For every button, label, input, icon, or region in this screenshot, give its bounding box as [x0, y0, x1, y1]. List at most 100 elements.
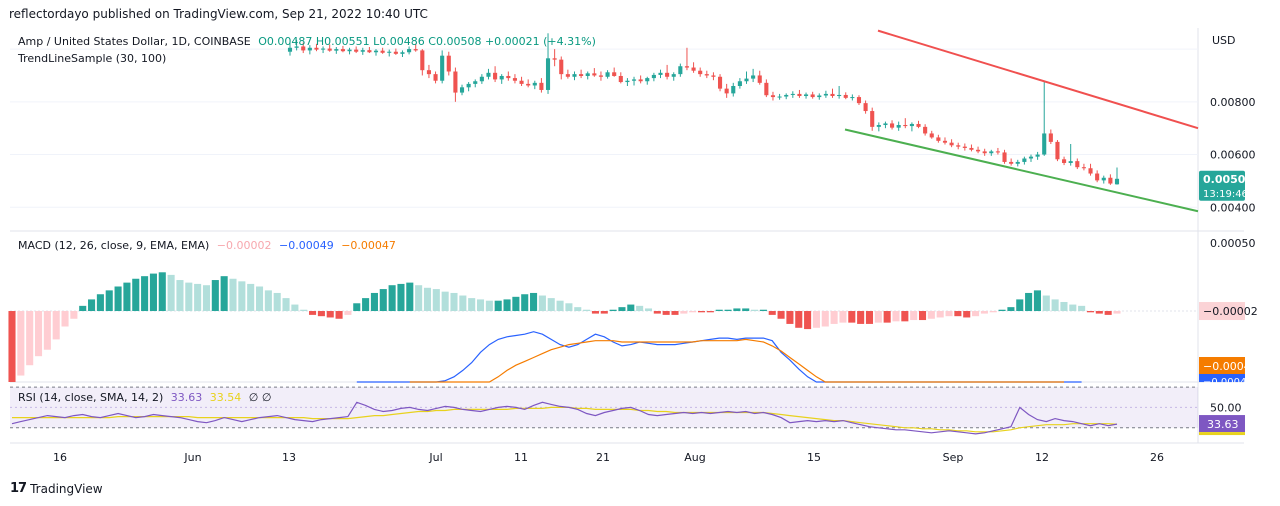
candle-body: [784, 94, 789, 97]
candle-body: [737, 81, 742, 86]
macd-histogram-bar: [176, 280, 184, 312]
candle-body: [698, 70, 703, 75]
macd-histogram-bar: [1060, 301, 1068, 312]
macd-histogram-bar: [724, 309, 732, 312]
macd-histogram-bar: [149, 273, 157, 312]
time-axis-label: Jul: [428, 451, 442, 464]
candle-body: [870, 111, 875, 127]
macd-histogram-bar: [812, 311, 820, 328]
price-axis-currency: USD: [1212, 34, 1236, 47]
macd-histogram-bar: [742, 308, 750, 312]
candle-body: [1095, 173, 1100, 181]
candle-body: [287, 47, 293, 52]
candle-body: [506, 75, 511, 79]
candle-body: [1002, 152, 1007, 162]
macd-histogram-bar: [167, 274, 175, 312]
footer-brand[interactable]: 17 TradingView: [10, 481, 103, 496]
macd-histogram-bar: [503, 299, 511, 312]
ohlc-values: O0.00487 H0.00551 L0.00486 C0.00508 +0.0…: [258, 35, 596, 48]
candle-body: [387, 51, 392, 53]
candle-body: [837, 94, 842, 97]
candle-body: [956, 145, 961, 147]
macd-histogram-bar: [158, 272, 166, 312]
macd-signal-tag: [1199, 357, 1245, 374]
macd-histogram-bar: [450, 292, 458, 312]
macd-histogram-bar: [300, 309, 308, 312]
macd-histogram-bar: [609, 309, 617, 312]
macd-line-tag: [1199, 374, 1245, 382]
macd-histogram-bar: [309, 311, 317, 315]
candle-body: [440, 55, 445, 81]
macd-histogram-bar: [291, 304, 299, 312]
candle-body: [770, 95, 776, 98]
macd-histogram-bar: [768, 311, 776, 315]
macd-histogram-bar: [786, 311, 794, 324]
macd-histogram-bar: [1042, 295, 1050, 312]
rsi-ma-value: 33.54: [209, 391, 242, 404]
macd-histogram-bar: [273, 292, 281, 312]
macd-histogram-bar: [8, 311, 16, 382]
candle-body: [638, 79, 643, 82]
macd-histogram-bar: [777, 311, 785, 319]
candle-body: [704, 74, 709, 76]
macd-hist-tag: [1199, 302, 1245, 321]
candle-body: [724, 88, 729, 94]
candle-body: [459, 87, 465, 93]
candle-body: [1108, 177, 1113, 184]
macd-line-value: −0.00049: [279, 239, 334, 252]
time-axis-label: 15: [807, 451, 821, 464]
candle-body: [1048, 133, 1053, 142]
brand-name: TradingView: [30, 481, 103, 496]
candle-body: [499, 75, 504, 80]
macd-histogram-bar: [326, 311, 334, 318]
macd-histogram-bar: [804, 311, 812, 330]
candle-body: [1009, 161, 1014, 164]
macd-histogram-bar: [1113, 311, 1121, 314]
macd-histogram-bar: [388, 285, 396, 312]
candle-body: [426, 70, 431, 75]
candle-body: [810, 94, 815, 98]
macd-histogram-bar: [892, 311, 900, 322]
candle-body: [803, 94, 809, 97]
candle-body: [473, 81, 478, 84]
candle-body: [334, 49, 339, 51]
grid-lines: [10, 28, 1244, 444]
macd-histogram-bar: [105, 290, 113, 312]
macd-histogram-bar: [441, 291, 449, 312]
macd-histogram-bar: [600, 311, 608, 314]
macd-histogram-bar: [17, 311, 25, 376]
candle-body: [486, 72, 491, 77]
time-axis-label: 13: [282, 451, 296, 464]
macd-histogram-bar: [980, 311, 988, 314]
macd-signal-value: −0.00047: [341, 239, 396, 252]
macd-hist-tag-label: −0.00002: [1203, 305, 1258, 318]
candle-body: [420, 50, 425, 71]
candle-body: [1035, 154, 1040, 157]
macd-histogram-bar: [627, 304, 635, 312]
candle-body: [446, 55, 451, 72]
macd-histogram-bar: [61, 311, 69, 327]
macd-histogram-bar: [697, 311, 706, 313]
candle-body: [327, 48, 332, 51]
macd-histogram-bar: [344, 311, 352, 315]
candle-body: [367, 50, 372, 53]
candle-body: [1081, 167, 1086, 169]
macd-histogram-bar: [194, 283, 202, 312]
macd-histogram-bar: [538, 295, 546, 312]
macd-histogram-bar: [591, 311, 599, 314]
candle-body: [413, 49, 418, 51]
macd-histogram-bar: [830, 311, 838, 324]
candle-body: [466, 83, 471, 88]
macd-histogram-bar: [883, 311, 891, 323]
macd-histogram-bar: [972, 311, 980, 317]
macd-histogram-bar: [34, 311, 43, 357]
candle-body: [817, 95, 822, 98]
candle-body: [896, 125, 901, 128]
macd-histogram-bar: [901, 311, 909, 322]
macd-axis-tick: 0.00050: [1210, 237, 1256, 250]
candle-body: [347, 49, 352, 52]
candle-body: [942, 140, 948, 143]
macd-histogram-bar: [406, 282, 414, 312]
macd-histogram-bar: [759, 309, 767, 312]
